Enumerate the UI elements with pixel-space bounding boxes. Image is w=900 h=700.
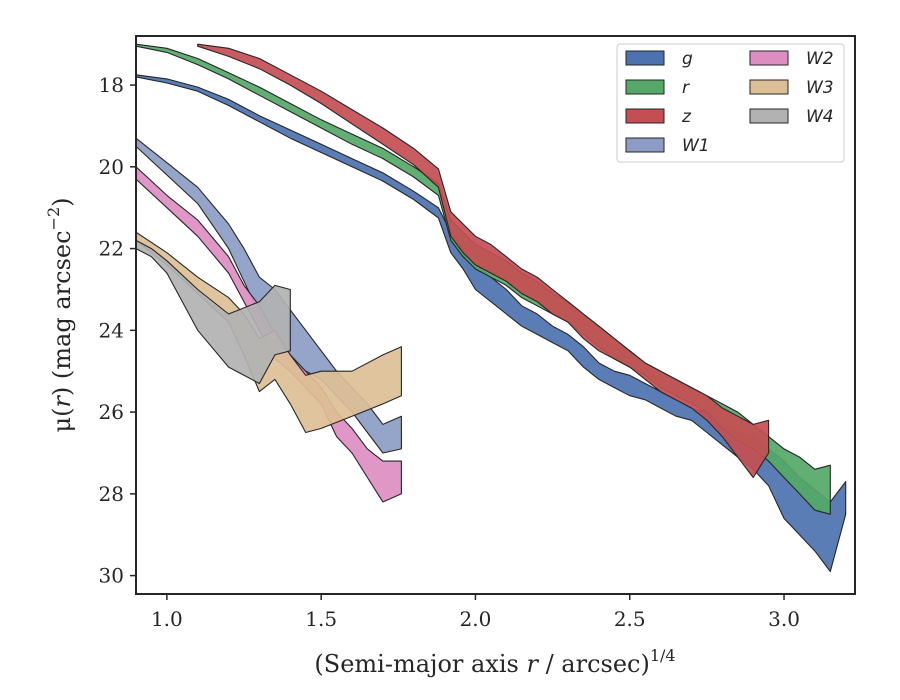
y-tick-label: 24 <box>99 318 124 342</box>
legend-swatch-w1 <box>625 137 665 153</box>
legend-label-w3: W3 <box>806 78 834 98</box>
band-z <box>197 43 770 479</box>
x-axis-label: (Semi-major axis r / arcsec)1/4 <box>314 646 675 678</box>
legend-swatch-r <box>625 79 665 95</box>
legend-swatch-w2 <box>749 50 789 66</box>
y-tick-label: 30 <box>99 564 124 588</box>
y-tick-label: 20 <box>99 155 124 179</box>
legend-label-r: r <box>682 78 690 98</box>
y-axis-ticks: 18 20 22 24 26 28 30 <box>99 73 136 588</box>
x-tick-label: 1.5 <box>305 607 337 631</box>
legend: grz W1 W2 W3 W4 <box>616 43 845 163</box>
band-w4 <box>136 239 291 385</box>
legend-label-w2: W2 <box>806 49 834 69</box>
x-tick-label: 2.5 <box>614 607 646 631</box>
legend-swatch-g <box>625 50 665 66</box>
legend-swatch-w3 <box>749 79 789 95</box>
legend-label-w1: W1 <box>682 136 710 156</box>
legend-box <box>616 43 845 163</box>
profile-bands <box>136 43 847 573</box>
y-tick-label: 22 <box>99 237 124 261</box>
y-tick-label: 18 <box>99 73 124 97</box>
legend-swatch-w4 <box>749 108 789 124</box>
y-tick-label: 28 <box>99 482 124 506</box>
legend-label-z: z <box>681 107 692 127</box>
x-axis-ticks: 1.0 1.5 2.0 2.5 3.0 <box>151 594 800 631</box>
legend-label-w4: W4 <box>806 107 834 127</box>
x-tick-label: 1.0 <box>151 607 183 631</box>
y-tick-label: 26 <box>99 400 124 424</box>
x-tick-label: 2.0 <box>460 607 492 631</box>
legend-label-g: g <box>682 49 693 69</box>
y-axis-label: μ(r) (mag arcsec−2) <box>44 197 76 432</box>
legend-swatch-z <box>625 108 665 124</box>
x-tick-label: 3.0 <box>768 607 800 631</box>
plot-frame <box>135 35 856 595</box>
